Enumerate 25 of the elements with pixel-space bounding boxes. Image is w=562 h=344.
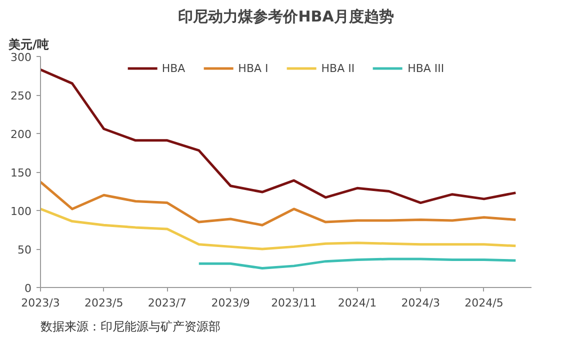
legend-label: HBA I: [238, 62, 268, 74]
x-tick-label: 2023/9: [211, 296, 250, 310]
chart-title: 印尼动力煤参考价HBA月度趋势: [178, 8, 394, 26]
x-tick-label: 2024/5: [464, 296, 504, 310]
y-tick-label: 50: [18, 244, 32, 256]
legend-label: HBA III: [408, 62, 444, 74]
y-tick-label: 300: [10, 51, 32, 64]
y-tick-label: 200: [10, 128, 32, 141]
x-tick-label: 2023/5: [84, 296, 124, 310]
x-tick-label: 2024/3: [401, 296, 440, 310]
line-series: [198, 258, 517, 270]
x-tick-label: 2023/3: [21, 296, 60, 310]
line-series: [40, 208, 517, 250]
y-tick-label: 0: [24, 282, 32, 295]
x-tick-label: 2023/11: [271, 296, 317, 310]
y-tick-label: 250: [10, 90, 32, 102]
y-tick-label: 150: [10, 166, 32, 180]
legend-label: HBA: [162, 62, 186, 74]
source-note: 数据来源：印尼能源与矿产资源部: [40, 320, 220, 334]
x-tick-label: 2024/1: [338, 296, 377, 310]
y-tick-label: 100: [10, 205, 32, 218]
line-series: [40, 180, 517, 226]
x-tick-label: 2023/7: [148, 296, 187, 310]
y-axis-title: 美元/吨: [8, 38, 49, 52]
legend-label: HBA II: [321, 62, 355, 74]
